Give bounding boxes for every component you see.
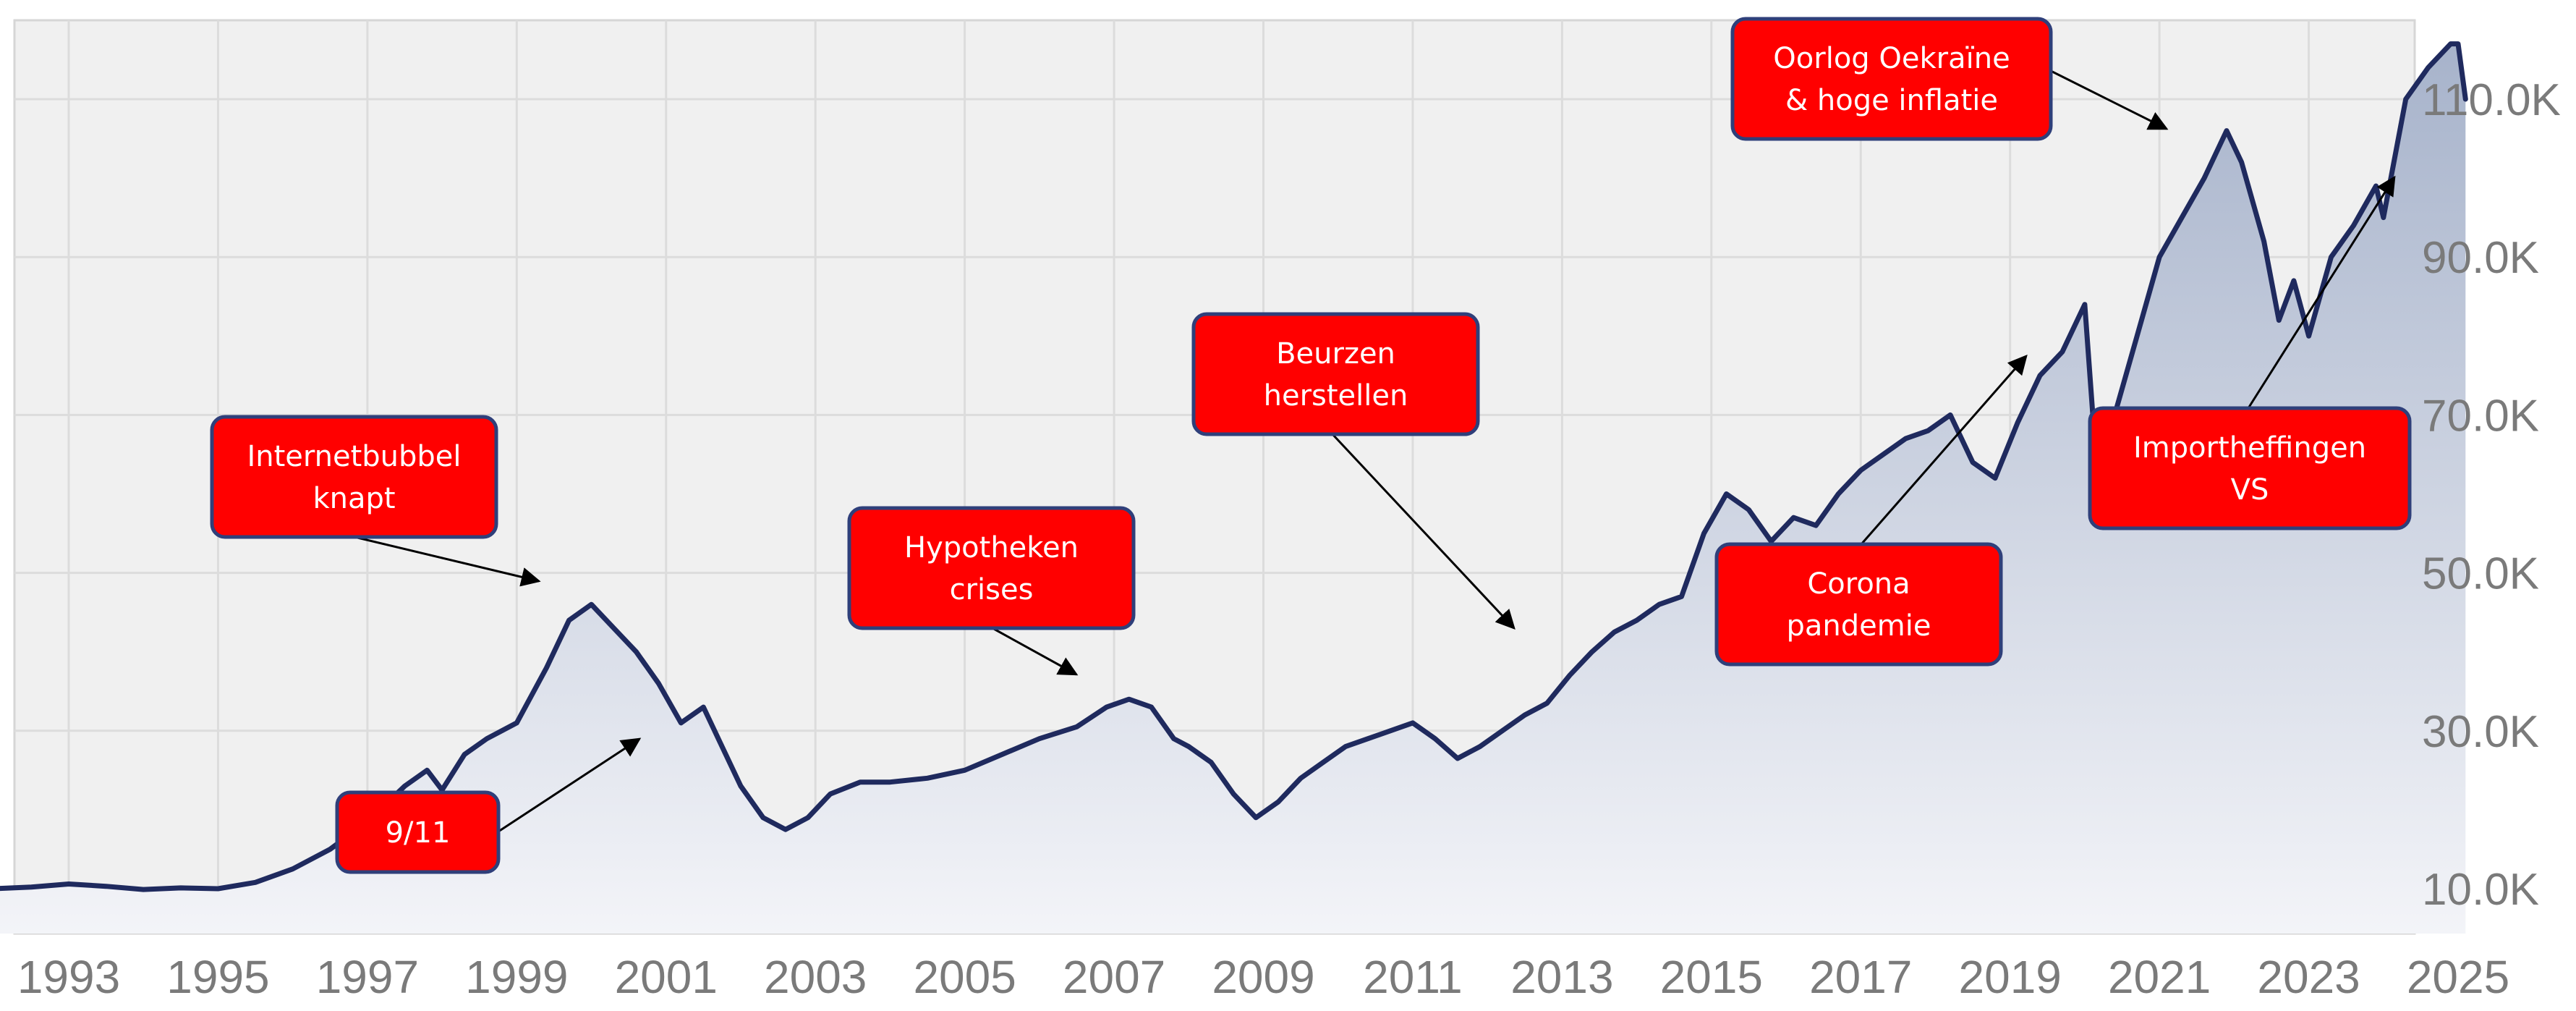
x-tick-label: 2015 bbox=[1660, 951, 1763, 1003]
callout-arrow bbox=[498, 737, 642, 833]
x-tick-label: 2019 bbox=[1959, 951, 2062, 1003]
x-tick-label: 2009 bbox=[1212, 951, 1314, 1003]
annotations: Internetbubbel knapt 9/11 Hypotheken crises B… bbox=[210, 17, 2412, 874]
area-fill bbox=[0, 43, 2466, 934]
y-axis: 10.0K 30.0K 50.0K 70.0K 90.0K 110.0K bbox=[2422, 75, 2561, 915]
x-tick-label: 1993 bbox=[17, 951, 120, 1003]
x-tick-label: 2025 bbox=[2407, 951, 2509, 1003]
callout: Importheffingen VS bbox=[2088, 175, 2412, 530]
callout: Hypotheken crises bbox=[847, 506, 1136, 676]
x-tick-label: 2001 bbox=[615, 951, 718, 1003]
callout-label: herstellen bbox=[1264, 379, 1408, 413]
callout-label: pandemie bbox=[1787, 609, 1931, 643]
x-tick-label: 2005 bbox=[913, 951, 1016, 1003]
x-tick-label: 2011 bbox=[1363, 951, 1463, 1003]
callout-label: knapt bbox=[313, 482, 395, 515]
callout-label: Oorlog Oekraïne bbox=[1773, 42, 2010, 75]
x-axis: 1993 1995 1997 1999 2001 2003 2005 2007 2009 2011… bbox=[17, 951, 2509, 1003]
x-tick-label: 2007 bbox=[1063, 951, 1165, 1003]
callout-label: 9/11 bbox=[386, 816, 451, 850]
x-tick-label: 1997 bbox=[316, 951, 419, 1003]
y-tick-label: 30.0K bbox=[2422, 707, 2539, 757]
callout-label: Importheffingen bbox=[2133, 431, 2366, 465]
x-tick-label: 2013 bbox=[1510, 951, 1613, 1003]
callout-arrow bbox=[354, 536, 541, 587]
callout-arrow bbox=[1860, 354, 2028, 545]
callout-arrow bbox=[1331, 433, 1516, 630]
callout-box bbox=[1191, 312, 1480, 436]
callout: Oorlog Oekraïne & hoge inflatie bbox=[1730, 17, 2169, 141]
x-tick-label: 1995 bbox=[166, 951, 269, 1003]
callout-arrow bbox=[992, 627, 1079, 676]
y-tick-label: 50.0K bbox=[2422, 549, 2539, 599]
callout-label: & hoge inflatie bbox=[1785, 84, 1998, 117]
x-tick-label: 2017 bbox=[1809, 951, 1912, 1003]
callout-box bbox=[1730, 17, 2053, 141]
x-tick-label: 1999 bbox=[465, 951, 568, 1003]
callout-label: Corona bbox=[1807, 567, 1910, 601]
callout: Corona pandemie bbox=[1714, 354, 2028, 667]
callout-box bbox=[847, 506, 1136, 630]
callout-label: Beurzen bbox=[1276, 337, 1395, 371]
callout-label: Hypotheken bbox=[904, 531, 1079, 564]
callout: Beurzen herstellen bbox=[1191, 312, 1516, 630]
callout-box bbox=[210, 415, 498, 539]
series-line bbox=[0, 41, 2468, 892]
callout: 9/11 bbox=[335, 737, 642, 874]
x-tick-label: 2003 bbox=[764, 951, 867, 1003]
callout-arrow bbox=[2247, 175, 2396, 409]
callout-label: crises bbox=[950, 573, 1034, 606]
y-tick-label: 110.0K bbox=[2422, 75, 2561, 125]
x-tick-label: 2023 bbox=[2257, 951, 2360, 1003]
callout: Internetbubbel knapt bbox=[210, 415, 541, 587]
y-tick-label: 10.0K bbox=[2422, 865, 2539, 915]
callout-label: VS bbox=[2231, 473, 2269, 507]
callout-arrow bbox=[2050, 69, 2169, 130]
callout-box bbox=[2088, 406, 2412, 530]
callout-box bbox=[335, 790, 501, 874]
x-tick-label: 2021 bbox=[2108, 951, 2211, 1003]
y-tick-label: 70.0K bbox=[2422, 391, 2539, 441]
y-tick-label: 90.0K bbox=[2422, 233, 2539, 283]
callout-box bbox=[1714, 542, 2003, 667]
callout-label: Internetbubbel bbox=[247, 440, 461, 473]
